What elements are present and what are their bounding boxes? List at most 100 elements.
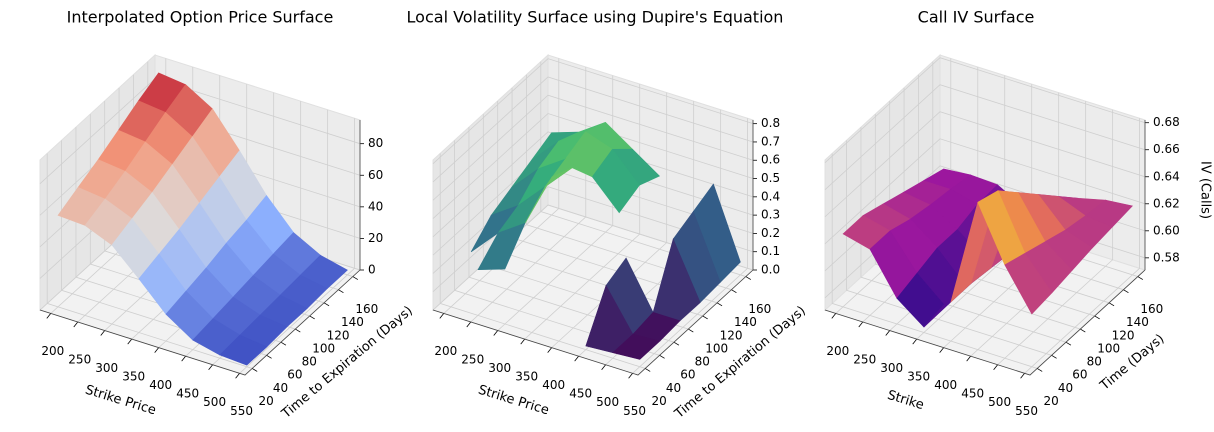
surface-patch: [524, 167, 573, 224]
tick-mark: [547, 347, 552, 353]
y-tick-label: 60: [1072, 368, 1087, 382]
tick-mark: [1080, 328, 1086, 333]
x-tick-label: 550: [230, 404, 253, 418]
tick-mark: [295, 328, 301, 333]
surface-patch: [1004, 252, 1053, 315]
subplot: 200 250 300 350 400 450 500 550 2040608010012014…: [824, 8, 1213, 418]
z-tick-label: 0.66: [1153, 142, 1180, 156]
tick-mark: [993, 364, 998, 370]
y-tick-label: 20: [652, 394, 667, 408]
y-tick-label: 120: [1112, 328, 1135, 342]
z-tick-label: 0.0: [761, 263, 780, 277]
tick-mark: [1036, 368, 1043, 372]
y-tick-label: 120: [327, 328, 350, 342]
surface-patch: [477, 222, 526, 271]
x-tick-label: 450: [961, 387, 984, 401]
subplot-title: Call IV Surface: [918, 8, 1035, 27]
x-tick-label: 300: [880, 361, 903, 375]
grid-line: [824, 57, 1146, 163]
y-tick-label: 60: [680, 368, 695, 382]
tick-mark: [1020, 373, 1025, 379]
y-tick-label: 40: [1058, 381, 1073, 395]
tick-mark: [235, 373, 240, 379]
x-tick-label: 400: [542, 378, 565, 392]
x-tick-label: 500: [596, 395, 619, 409]
x-tick-label: 550: [623, 404, 646, 418]
tick-mark: [1065, 341, 1072, 346]
tick-mark: [154, 347, 159, 353]
x-axis-label: Strike Price: [476, 383, 550, 419]
tick-mark: [644, 368, 651, 372]
y-tick-label: 40: [273, 381, 288, 395]
tick-mark: [309, 315, 315, 320]
z-tick-label: 0.68: [1153, 115, 1180, 129]
tick-mark: [1137, 276, 1144, 280]
x-tick-label: 500: [988, 395, 1011, 409]
z-tick-label: 80: [368, 136, 383, 150]
x-tick-label: 300: [95, 361, 118, 375]
x-tick-label: 450: [569, 387, 592, 401]
x-axis-label: Strike Price: [83, 383, 157, 419]
z-tick-label: 60: [368, 168, 383, 182]
y-tick-label: 160: [355, 302, 378, 316]
tick-mark: [493, 330, 499, 336]
tick-mark: [520, 338, 526, 345]
tick-mark: [912, 338, 918, 345]
grid-line: [824, 111, 1146, 218]
z-tick-label: 0.3: [761, 208, 780, 222]
tick-mark: [73, 321, 79, 328]
tick-mark: [181, 355, 186, 362]
tick-mark: [439, 313, 445, 319]
x-tick-label: 250: [68, 352, 91, 366]
y-tick-label: 140: [341, 315, 364, 329]
y-tick-label: 100: [312, 341, 335, 355]
grid-line: [874, 114, 1081, 330]
x-tick-label: 400: [934, 378, 957, 392]
subplot-title: Interpolated Option Price Surface: [67, 8, 334, 27]
tick-mark: [280, 341, 287, 346]
y-tick-label: 80: [1087, 355, 1102, 369]
tick-mark: [466, 321, 472, 328]
x-tick-label: 250: [853, 352, 876, 366]
y-tick-label: 80: [695, 355, 710, 369]
y-tick-label: 40: [666, 381, 681, 395]
x-tick-label: 350: [122, 370, 145, 384]
z-tick-label: 0.6: [761, 153, 780, 167]
grid-line: [824, 84, 1146, 191]
z-tick-label: 0.8: [761, 116, 780, 130]
grid-line: [432, 58, 754, 164]
tick-mark: [716, 302, 723, 307]
z-tick-label: 0.2: [761, 226, 780, 240]
grid-line: [846, 140, 1052, 356]
y-tick-label: 60: [287, 368, 302, 382]
tick-mark: [688, 328, 694, 333]
x-tick-label: 350: [907, 370, 930, 384]
tick-mark: [1051, 354, 1057, 359]
axis-line: [432, 120, 754, 376]
y-tick-label: 160: [748, 302, 771, 316]
grid-line: [432, 94, 754, 201]
y-tick-label: 20: [1044, 394, 1059, 408]
tick-mark: [574, 355, 579, 362]
x-tick-label: 200: [434, 344, 457, 358]
tick-mark: [673, 341, 680, 346]
grid-line: [860, 127, 1067, 343]
z-tick-label: 0.60: [1153, 223, 1180, 237]
y-tick-label: 120: [720, 328, 743, 342]
grid-line: [432, 131, 754, 238]
tick-mark: [966, 355, 971, 362]
y-tick-label: 100: [1097, 341, 1120, 355]
axis-line: [824, 120, 1146, 376]
tick-mark: [352, 276, 359, 280]
x-tick-label: 200: [826, 344, 849, 358]
z-tick-label: 40: [368, 199, 383, 213]
z-tick-label: 0: [368, 263, 376, 277]
tick-mark: [659, 354, 665, 359]
z-tick-label: 0.62: [1153, 196, 1180, 210]
tick-mark: [323, 302, 330, 307]
surface-patch: [612, 333, 661, 360]
z-tick-label: 0.64: [1153, 169, 1180, 183]
tick-mark: [266, 354, 272, 359]
subplot: 200 250 300 350 400 450 500 550 2040608010012014…: [407, 8, 809, 423]
